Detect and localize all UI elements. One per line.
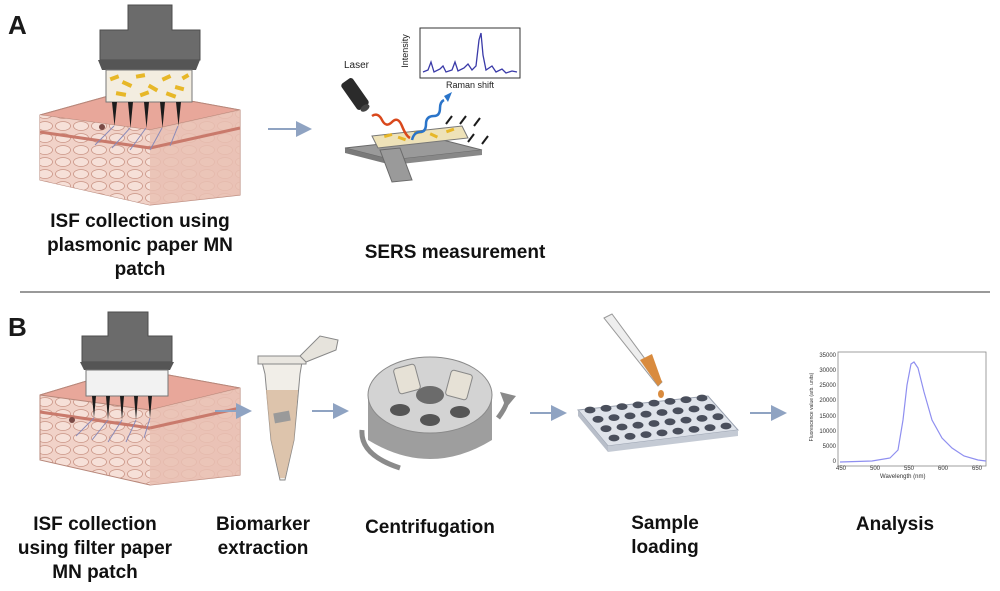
- x-tick-label: 450: [836, 466, 847, 472]
- x-tick-label: 650: [972, 466, 983, 472]
- well: [656, 429, 668, 437]
- microcentrifuge-tube-illustration: [257, 335, 339, 481]
- caption-line: Biomarker: [216, 514, 310, 535]
- well: [720, 422, 732, 430]
- y-tick-label: 10000: [819, 428, 836, 435]
- well: [648, 420, 660, 427]
- caption-line: Sample: [631, 513, 699, 534]
- x-tick-label: 600: [938, 466, 949, 472]
- well: [608, 414, 620, 421]
- centrifuge-rotor-illustration: [359, 356, 516, 471]
- panel-a-letter: A: [8, 10, 27, 40]
- pipette-tip-illustration: [603, 313, 664, 398]
- caption-line: plasmonic paper MN: [47, 235, 233, 256]
- well: [656, 409, 668, 416]
- well: [688, 405, 700, 413]
- plot-y-ticks: 35000 30000 25000 20000 15000 10000 5000 0: [812, 353, 836, 465]
- well: [672, 427, 684, 435]
- y-tick-label: 25000: [819, 383, 836, 390]
- step1-caption: ISF collection using filter paper MN pat…: [10, 513, 180, 585]
- sers-setup-illustration: [341, 27, 521, 183]
- plot-x-ticks: 450 500 550 600 650: [832, 466, 992, 476]
- well: [704, 403, 716, 411]
- well: [600, 404, 612, 412]
- laser-label: Laser: [344, 60, 370, 71]
- caption-line: patch: [114, 259, 166, 280]
- well: [632, 401, 644, 409]
- step4-caption: Sample loading: [610, 512, 720, 560]
- x-tick-label: 550: [904, 466, 915, 472]
- well: [624, 432, 636, 440]
- panel-a-collection-caption: ISF collection using plasmonic paper MN …: [10, 210, 270, 282]
- well: [680, 416, 692, 424]
- well: [640, 410, 652, 418]
- y-tick-label: 20000: [819, 398, 836, 405]
- plasmonic-mn-patch-illustration: [39, 4, 241, 206]
- spectrum-y-label: Intensity: [399, 34, 410, 68]
- well: [648, 399, 660, 407]
- step3-caption: Centrifugation: [365, 517, 495, 538]
- spectrum-x-label: Raman shift: [446, 80, 495, 90]
- caption-line: ISF collection using: [50, 211, 230, 232]
- panel-b-letter: B: [8, 312, 27, 342]
- well: [632, 421, 644, 429]
- well: [600, 425, 612, 433]
- caption-line: using filter paper: [17, 538, 173, 559]
- step5-caption: Analysis: [855, 514, 935, 535]
- well: [664, 418, 676, 426]
- well: [616, 423, 628, 431]
- caption-line: ISF collection: [33, 514, 157, 535]
- well: [712, 413, 724, 421]
- well: [696, 394, 708, 402]
- step2-caption: Biomarker extraction: [198, 513, 328, 561]
- y-tick-label: 0: [832, 459, 836, 465]
- well: [592, 415, 604, 423]
- well-plate-illustration: [577, 394, 740, 452]
- plot-x-label: Wavelength (nm): [880, 474, 926, 480]
- well: [672, 407, 684, 415]
- panel-a-measurement-caption: SERS measurement: [364, 242, 546, 263]
- well: [624, 412, 636, 420]
- caption-line: MN patch: [52, 562, 138, 583]
- caption-line: extraction: [217, 538, 309, 559]
- well: [608, 434, 620, 442]
- y-tick-label: 5000: [822, 443, 836, 450]
- well: [704, 424, 716, 432]
- filter-paper-mn-patch-illustration: [39, 311, 241, 486]
- fluorescence-plot: [837, 351, 987, 467]
- well: [680, 396, 692, 404]
- well: [688, 426, 700, 433]
- well: [584, 406, 596, 414]
- caption-line: loading: [631, 537, 699, 558]
- y-tick-label: 30000: [819, 368, 836, 375]
- x-tick-label: 500: [870, 466, 881, 472]
- well: [640, 431, 652, 438]
- y-tick-label: 15000: [819, 413, 836, 420]
- well: [696, 415, 708, 422]
- y-tick-label: 35000: [819, 353, 836, 359]
- well: [664, 398, 676, 405]
- well: [616, 403, 628, 410]
